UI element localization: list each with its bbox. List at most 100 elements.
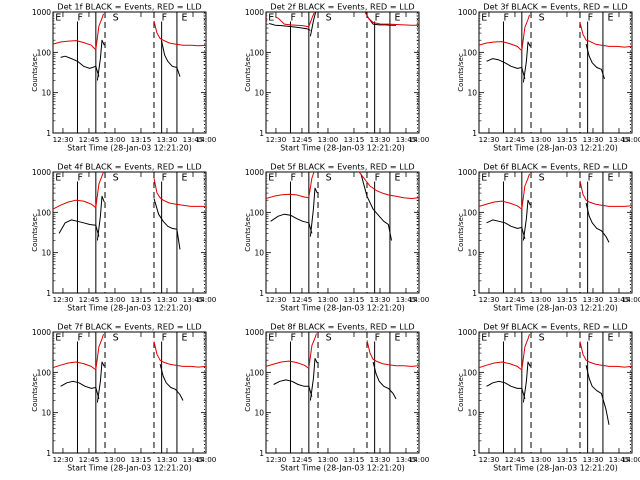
x-axis-label: Start Time (28-Jan-03 12:21:20) bbox=[493, 304, 618, 313]
x-tick-label: 14:00 bbox=[622, 295, 640, 304]
region-label: E bbox=[268, 173, 274, 184]
series-line-segment bbox=[153, 20, 206, 47]
region-label-backing bbox=[373, 332, 382, 342]
series-line-segment bbox=[579, 180, 632, 207]
y-tick-label: 10 bbox=[467, 89, 477, 98]
plot-frame bbox=[478, 171, 633, 294]
region-label-backing bbox=[180, 12, 189, 22]
region-label-backing bbox=[267, 12, 276, 22]
chart-title: Det 3f BLACK = Events, RED = LLD bbox=[483, 2, 627, 12]
series-events bbox=[486, 41, 605, 83]
y-axis-label: Counts/sec bbox=[457, 373, 465, 412]
y-tick-label: 100 bbox=[37, 208, 52, 217]
region-label-backing bbox=[480, 12, 489, 22]
region-label: E bbox=[55, 173, 61, 184]
series-lld bbox=[479, 334, 632, 371]
y-tick-label: 100 bbox=[463, 208, 478, 217]
x-tick-label: 12:45 bbox=[292, 455, 313, 464]
series-line-segment bbox=[364, 12, 419, 26]
region-label-backing bbox=[54, 172, 63, 182]
y-axis-label: Counts/sec bbox=[244, 373, 252, 412]
y-axis-label: Counts/sec bbox=[244, 213, 252, 252]
region-label: S bbox=[113, 13, 119, 24]
region-label-backing bbox=[393, 172, 402, 182]
x-tick-label: 13:45 bbox=[396, 295, 417, 304]
region-label-backing bbox=[373, 172, 382, 182]
x-tick-label: 13:15 bbox=[131, 295, 152, 304]
x-tick-label: 14:00 bbox=[196, 135, 217, 144]
x-tick-label: 13:45 bbox=[183, 455, 204, 464]
region-label: E bbox=[182, 13, 188, 24]
y-tick-label: 1000 bbox=[245, 8, 264, 17]
y-tick-label: 10 bbox=[467, 409, 477, 418]
region-label-backing bbox=[160, 332, 169, 342]
y-tick-label: 1 bbox=[46, 449, 51, 458]
x-tick-label: 13:30 bbox=[370, 295, 391, 304]
plot-frame bbox=[265, 331, 420, 454]
series-line-segment bbox=[60, 380, 100, 400]
series-line-segment bbox=[372, 361, 397, 400]
y-tick-label: 10 bbox=[254, 89, 264, 98]
region-label: F bbox=[375, 173, 380, 184]
detector-panel-7: Det 7f BLACK = Events, RED = LLD 1 10 100 10… bbox=[31, 322, 217, 473]
series-line-segment bbox=[522, 41, 531, 83]
x-tick-label: 13:30 bbox=[583, 295, 604, 304]
region-label-backing bbox=[160, 172, 169, 182]
y-tick-label: 10 bbox=[41, 89, 51, 98]
series-events bbox=[60, 39, 181, 81]
x-tick-label: 14:00 bbox=[409, 295, 430, 304]
region-label-backing bbox=[502, 332, 511, 342]
series-line-segment bbox=[585, 365, 610, 425]
chart-title: Det 1f BLACK = Events, RED = LLD bbox=[57, 2, 201, 12]
chart-title: Det 4f BLACK = Events, RED = LLD bbox=[57, 162, 201, 172]
region-label: F bbox=[375, 333, 380, 344]
y-tick-label: 100 bbox=[37, 368, 52, 377]
y-tick-label: 1000 bbox=[458, 328, 477, 337]
x-tick-label: 13:15 bbox=[344, 295, 365, 304]
region-label: S bbox=[539, 333, 545, 344]
x-tick-label: 13:45 bbox=[183, 295, 204, 304]
y-tick-label: 10 bbox=[467, 249, 477, 258]
region-label-backing bbox=[537, 332, 546, 342]
series-line-segment bbox=[585, 202, 610, 243]
x-tick-label: 14:00 bbox=[409, 135, 430, 144]
region-label: E bbox=[481, 333, 487, 344]
series-line-segment bbox=[479, 334, 530, 371]
x-tick-label: 13:15 bbox=[344, 135, 365, 144]
region-label-backing bbox=[76, 332, 85, 342]
y-tick-label: 1 bbox=[259, 129, 264, 138]
region-label: E bbox=[481, 173, 487, 184]
series-events bbox=[58, 195, 181, 250]
region-label: F bbox=[162, 333, 167, 344]
x-tick-label: 14:00 bbox=[196, 295, 217, 304]
x-tick-label: 13:45 bbox=[609, 135, 630, 144]
y-tick-label: 1000 bbox=[32, 168, 51, 177]
series-events bbox=[486, 199, 610, 243]
x-tick-label: 13:15 bbox=[344, 455, 365, 464]
x-tick-label: 12:30 bbox=[266, 295, 287, 304]
x-axis-label: Start Time (28-Jan-03 12:21:20) bbox=[493, 464, 618, 473]
chart-title: Det 7f BLACK = Events, RED = LLD bbox=[57, 322, 201, 332]
region-label: S bbox=[539, 13, 545, 24]
region-label-backing bbox=[111, 332, 120, 342]
series-line-segment bbox=[360, 173, 392, 241]
x-axis-label: Start Time (28-Jan-03 12:21:20) bbox=[280, 144, 405, 153]
x-axis-label: Start Time (28-Jan-03 12:21:20) bbox=[67, 304, 192, 313]
series-line-segment bbox=[270, 213, 313, 234]
x-tick-label: 13:45 bbox=[396, 455, 417, 464]
detector-panel-6: Det 6f BLACK = Events, RED = LLD 1 10 100 10… bbox=[457, 162, 640, 313]
x-tick-label: 13:30 bbox=[157, 135, 178, 144]
y-axis-label: Counts/sec bbox=[457, 53, 465, 92]
series-line-segment bbox=[309, 187, 318, 237]
detector-panel-2: Det 2f BLACK = Events, RED = LLD 1 10 100 10… bbox=[244, 2, 430, 153]
series-lld bbox=[53, 13, 206, 51]
x-tick-label: 12:45 bbox=[505, 295, 526, 304]
region-label: F bbox=[77, 13, 82, 24]
y-tick-label: 10 bbox=[41, 409, 51, 418]
x-tick-label: 13:45 bbox=[609, 295, 630, 304]
y-tick-label: 100 bbox=[463, 48, 478, 57]
region-label: S bbox=[113, 173, 119, 184]
y-tick-label: 10 bbox=[41, 249, 51, 258]
x-tick-label: 14:00 bbox=[622, 455, 640, 464]
